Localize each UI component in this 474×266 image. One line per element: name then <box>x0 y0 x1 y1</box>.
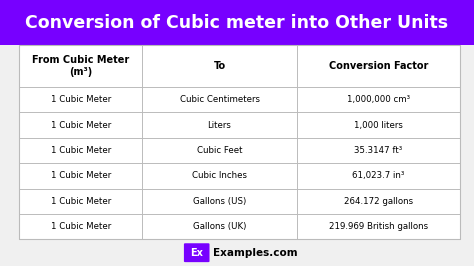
Bar <box>0 0 474 45</box>
Text: Cubic Centimeters: Cubic Centimeters <box>180 95 260 104</box>
FancyBboxPatch shape <box>184 243 210 262</box>
Text: 1 Cubic Meter: 1 Cubic Meter <box>51 95 111 104</box>
Text: Examples.com: Examples.com <box>213 248 298 258</box>
Text: Cubic Feet: Cubic Feet <box>197 146 242 155</box>
Text: 1 Cubic Meter: 1 Cubic Meter <box>51 146 111 155</box>
Text: Conversion of Cubic meter into Other Units: Conversion of Cubic meter into Other Uni… <box>26 14 448 32</box>
Text: 1 Cubic Meter: 1 Cubic Meter <box>51 222 111 231</box>
Text: Cubic Inches: Cubic Inches <box>192 172 247 180</box>
Text: 1 Cubic Meter: 1 Cubic Meter <box>51 197 111 206</box>
Text: 61,023.7 in³: 61,023.7 in³ <box>352 172 404 180</box>
Text: 264.172 gallons: 264.172 gallons <box>344 197 413 206</box>
Text: Gallons (UK): Gallons (UK) <box>193 222 246 231</box>
Text: 1 Cubic Meter: 1 Cubic Meter <box>51 121 111 130</box>
Text: 1,000 liters: 1,000 liters <box>354 121 403 130</box>
Text: From Cubic Meter
(m³): From Cubic Meter (m³) <box>32 55 129 77</box>
Bar <box>19 45 460 239</box>
Text: Ex: Ex <box>190 248 203 258</box>
Text: To: To <box>213 61 226 71</box>
Text: 219.969 British gallons: 219.969 British gallons <box>328 222 428 231</box>
Text: 35.3147 ft³: 35.3147 ft³ <box>354 146 402 155</box>
Text: 1,000,000 cm³: 1,000,000 cm³ <box>346 95 410 104</box>
Text: 1 Cubic Meter: 1 Cubic Meter <box>51 172 111 180</box>
Text: Conversion Factor: Conversion Factor <box>328 61 428 71</box>
Text: Gallons (US): Gallons (US) <box>193 197 246 206</box>
Text: Liters: Liters <box>208 121 231 130</box>
